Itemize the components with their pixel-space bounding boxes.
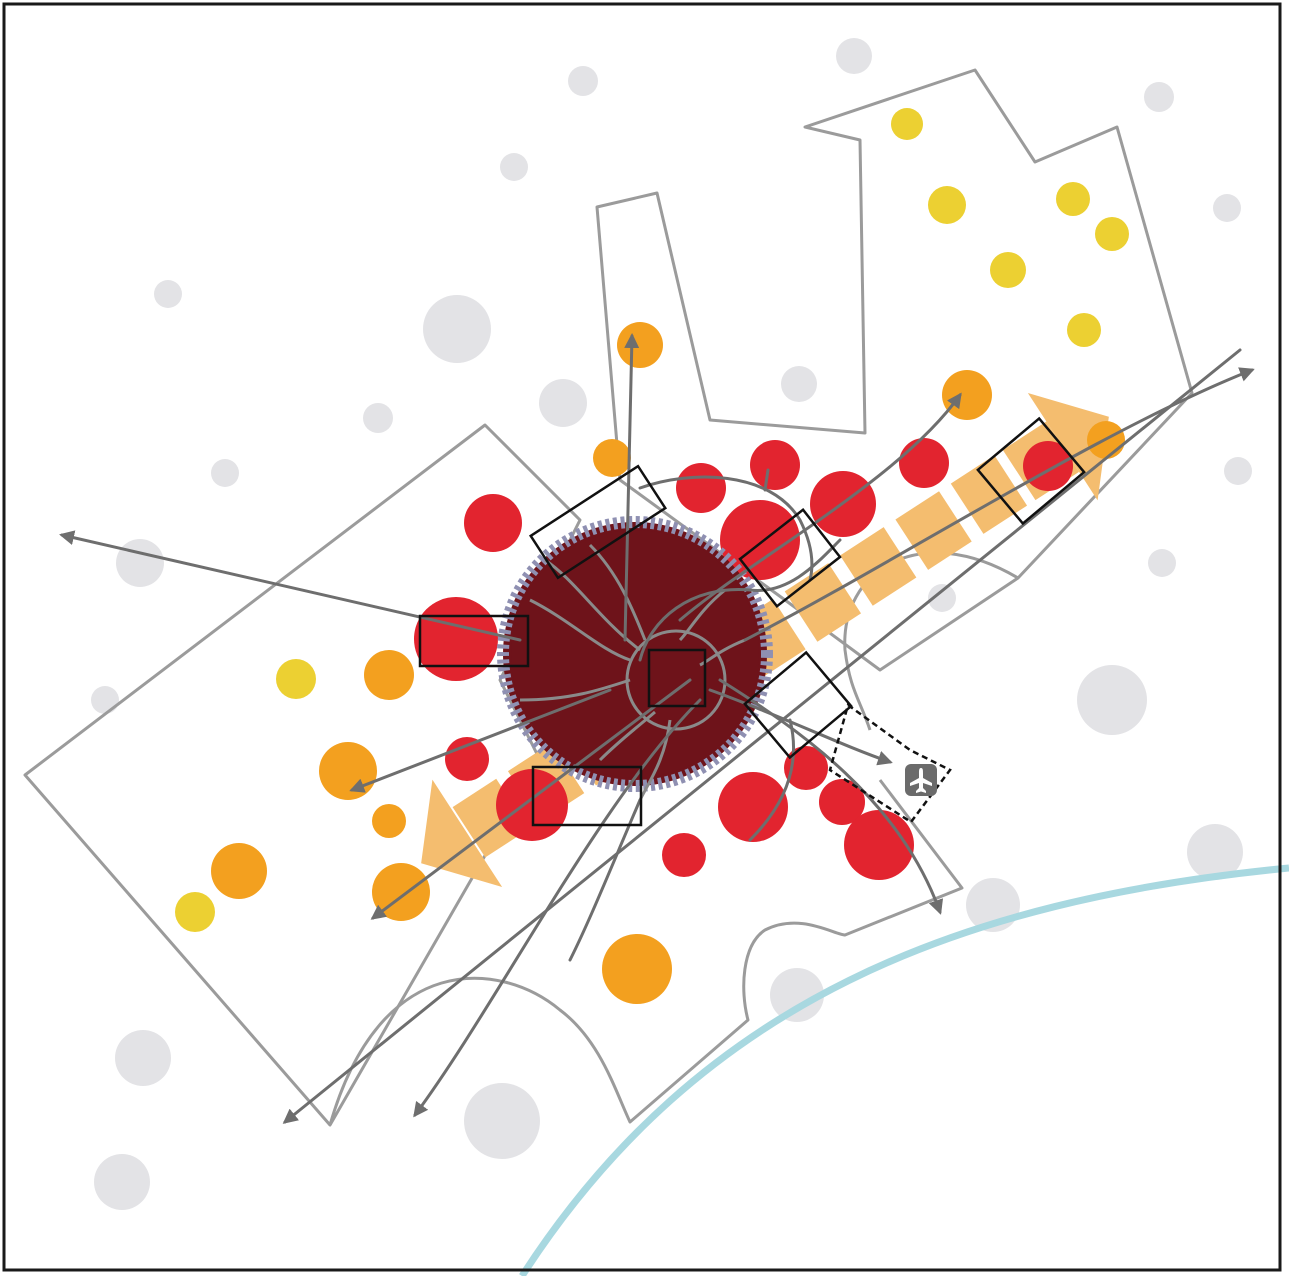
axis-stripe: [452, 778, 529, 858]
context-dot: [836, 38, 872, 74]
context-dot: [1144, 82, 1174, 112]
red-node: [662, 833, 706, 877]
flow-arrow-southwest-long: [282, 348, 1242, 1124]
red-node: [819, 779, 865, 825]
red-node: [718, 772, 788, 842]
red-node: [784, 746, 828, 790]
red-node: [445, 737, 489, 781]
context-dot: [211, 459, 239, 487]
flow-arrow-northwest: [59, 530, 522, 642]
context-dot: [94, 1154, 150, 1210]
context-dot: [781, 366, 817, 402]
context-dot: [1077, 665, 1147, 735]
context-dot: [154, 280, 182, 308]
flow-arrow-southwest: [370, 678, 692, 920]
flow-curve: [748, 718, 796, 842]
orange-node: [602, 934, 672, 1004]
context-dot: [928, 584, 956, 612]
axis-stripe: [895, 491, 972, 570]
hub-flow-line: [519, 678, 631, 702]
hub-flow-line: [678, 588, 726, 642]
node-box: [647, 648, 707, 708]
context-dot: [568, 66, 598, 96]
yellow-node: [1056, 182, 1090, 216]
hub-flow-line: [598, 710, 656, 762]
node-boxes: [418, 416, 1086, 827]
node-box: [418, 614, 530, 668]
context-dot: [91, 686, 119, 714]
node-box: [738, 507, 842, 609]
red-node: [844, 810, 914, 880]
yellow-node: [175, 892, 215, 932]
flow-lines: [59, 333, 1255, 1124]
flow-arrow-southeast: [718, 678, 944, 915]
orange-node: [942, 370, 992, 420]
red-node: [464, 494, 522, 552]
context-dot: [116, 539, 164, 587]
context-dot: [1148, 549, 1176, 577]
node-box: [743, 650, 853, 760]
orange-node: [593, 439, 631, 477]
flow-curve: [638, 538, 842, 662]
context-dot: [464, 1083, 540, 1159]
axis-stripe: [784, 563, 862, 642]
orange-node: [319, 742, 377, 800]
context-dot: [1224, 457, 1252, 485]
airplane-icon: [905, 764, 937, 796]
flow-arrow-north: [623, 333, 640, 642]
red-node: [676, 463, 726, 513]
yellow-node: [990, 252, 1026, 288]
flow-arrow-south-long: [413, 698, 702, 1118]
axis-stripe: [950, 455, 1028, 534]
orange-node: [617, 322, 663, 368]
context-dot: [363, 403, 393, 433]
hub-flow-line: [699, 638, 746, 667]
water-edge: [519, 864, 1289, 1276]
yellow-node: [891, 108, 923, 140]
yellow-nodes: [175, 108, 1129, 932]
node-box: [976, 416, 1086, 526]
hub-flow-line: [638, 719, 672, 801]
flow-arrow-airport: [708, 688, 893, 766]
orange-node: [364, 650, 414, 700]
flow-arrow-west: [349, 688, 612, 793]
boundary-south: [328, 779, 964, 1126]
context-dot: [1187, 824, 1243, 880]
context-dots: [91, 38, 1252, 1210]
context-dot: [770, 968, 824, 1022]
flow-arrow-northeast: [678, 392, 962, 622]
yellow-node: [1067, 313, 1101, 347]
context-dot: [423, 295, 491, 363]
context-dot: [539, 379, 587, 427]
red-node: [899, 438, 949, 488]
context-dot: [1213, 194, 1241, 222]
hub-flow-line: [544, 558, 641, 652]
red-node: [750, 440, 800, 490]
flow-curve: [763, 468, 770, 492]
context-dot: [500, 153, 528, 181]
yellow-node: [276, 659, 316, 699]
yellow-node: [1095, 217, 1129, 251]
red-node: [414, 597, 498, 681]
axis-arrow-west: [421, 779, 503, 888]
hub-flow-lines: [519, 543, 746, 801]
orange-node: [372, 804, 406, 838]
node-box: [531, 765, 643, 827]
context-dot: [115, 1030, 171, 1086]
orange-node: [211, 843, 267, 899]
node-box: [528, 464, 668, 580]
hub-flow-line: [529, 598, 631, 662]
yellow-node: [928, 186, 966, 224]
flow-curve: [638, 475, 814, 582]
